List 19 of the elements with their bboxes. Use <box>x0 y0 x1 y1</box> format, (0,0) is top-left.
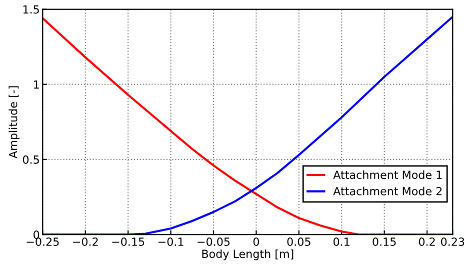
y-tick-label: 0 <box>34 230 40 239</box>
x-tick-label: 0.15 <box>372 238 396 246</box>
x-tick-label: −0.2 <box>73 238 98 246</box>
y-tick-label: 0.5 <box>22 155 39 164</box>
x-tick-label: −0.05 <box>198 238 230 246</box>
legend-label: Attachment Mode 1 <box>333 170 442 180</box>
x-tick-label: −0.1 <box>158 238 184 246</box>
x-tick-label: 0.05 <box>287 238 310 246</box>
x-tick-label: 0 <box>253 238 260 246</box>
x-tick-label: −0.15 <box>112 238 144 246</box>
x-tick-label: 0.1 <box>334 238 350 246</box>
legend-label: Attachment Mode 2 <box>333 186 442 196</box>
x-tick-label: −0.25 <box>26 238 59 246</box>
x-tick-label: 0.2 <box>418 238 435 246</box>
x-tick-label: 0.23 <box>441 238 464 246</box>
y-tick-label: 1.5 <box>23 5 39 14</box>
x-axis-title: Body Length [m] <box>202 249 294 260</box>
y-tick-label: 1 <box>34 80 39 89</box>
y-axis-title: Amplitude [-] <box>8 86 20 158</box>
